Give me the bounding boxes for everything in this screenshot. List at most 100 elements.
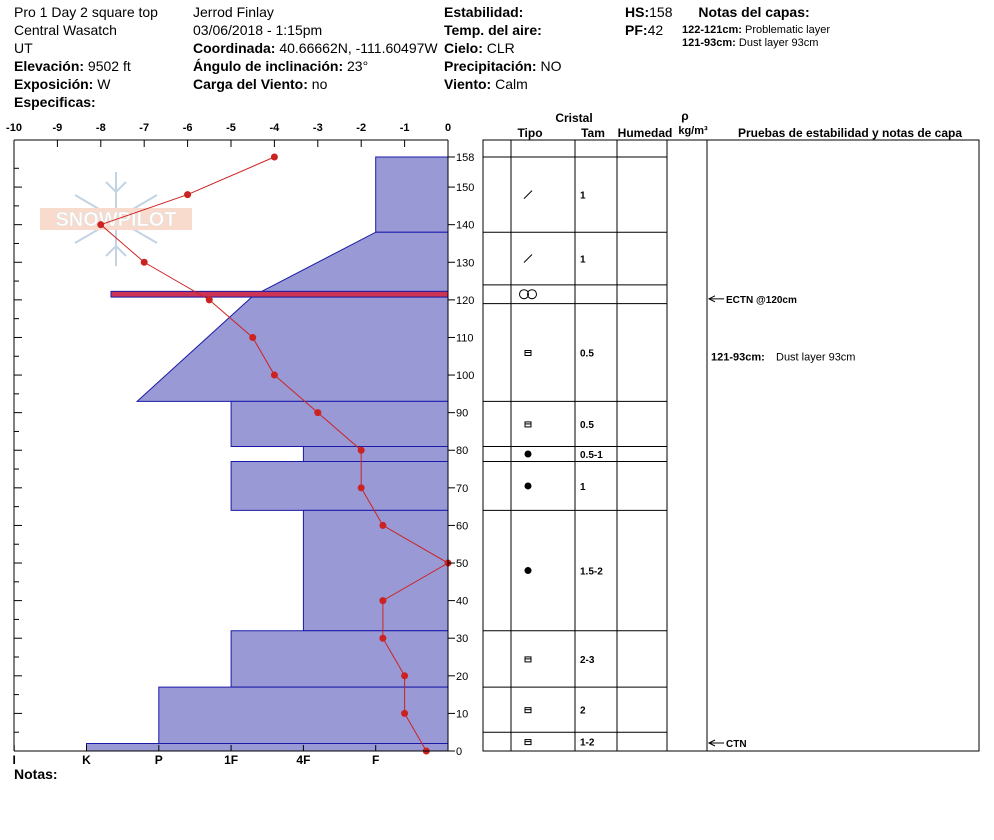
- notes-footer: Notas:: [14, 765, 58, 783]
- elevation-value: 9502 ft: [87, 58, 131, 74]
- melt-freeze-icon: [527, 289, 537, 300]
- height-tick-label: 110: [456, 332, 474, 344]
- hardness-tick-label: 4F: [296, 753, 310, 767]
- rho-header: ρ: [681, 109, 688, 123]
- moisture-header: Humedad: [618, 126, 673, 140]
- test-arrow-icon: [707, 739, 716, 747]
- hs-label: HS:: [625, 4, 650, 20]
- layer-table-frame: [482, 139, 980, 752]
- size-header: Tam: [581, 126, 605, 140]
- layer-notes-list: 122-121cm: Problematic layer 121-93cm: D…: [682, 24, 830, 50]
- density-units-header: kg/m³: [678, 125, 708, 137]
- slope-label: Ángulo de inclinación:: [193, 58, 344, 74]
- temperature-point: [97, 221, 105, 229]
- temperature-point: [357, 484, 365, 492]
- grain-size-label: 0.5: [580, 420, 594, 431]
- height-tick-label: 130: [456, 257, 474, 269]
- temperature-tick-label: -6: [183, 122, 193, 134]
- wind-value: Calm: [495, 76, 528, 92]
- rounded-grain-icon: [524, 567, 532, 575]
- grain-size-label: 2-3: [580, 655, 595, 666]
- height-tick-label: 0: [456, 746, 462, 758]
- crystal-header: Cristal: [555, 111, 592, 125]
- slope-value: 23°: [347, 58, 369, 74]
- temperature-point: [140, 258, 148, 266]
- stability-label: Estabilidad:: [444, 4, 524, 20]
- type-header: Tipo: [517, 126, 542, 140]
- problem-layer-band: [110, 290, 449, 298]
- note-text: Problematic layer: [745, 24, 830, 36]
- header-col3: Estabilidad: Temp. del aire: Cielo: CLR …: [444, 3, 561, 93]
- hardness-tick-label: F: [372, 753, 379, 767]
- grain-size-label: 1.5-2: [580, 567, 603, 578]
- height-tick-label: 158: [456, 152, 474, 164]
- coord-label: Coordinada:: [193, 40, 276, 56]
- melt-freeze-icon: [519, 289, 529, 300]
- hardness-tick-label: P: [155, 753, 163, 767]
- note-range: 122-121cm:: [682, 24, 742, 36]
- temperature-tick-label: -3: [313, 122, 323, 134]
- height-tick-label: 20: [456, 671, 468, 683]
- state: UT: [14, 40, 33, 56]
- temperature-point: [357, 446, 365, 454]
- temperature-point: [379, 521, 387, 529]
- region: Central Wasatch: [14, 22, 117, 38]
- temperature-point: [249, 333, 257, 341]
- coord-value: 40.66662N, -111.60497W: [279, 40, 438, 56]
- grain-size-label: 1: [580, 255, 586, 266]
- height-tick-label: 120: [456, 295, 474, 307]
- test-arrow-icon: [707, 295, 716, 303]
- wind-label: Viento:: [444, 76, 492, 92]
- wind-load-value: no: [311, 76, 328, 92]
- wind-load-label: Carga del Viento:: [193, 76, 308, 92]
- temperature-point: [314, 409, 322, 417]
- height-tick-label: 90: [456, 408, 468, 420]
- hardness-tick-label: I: [13, 753, 16, 767]
- layer-notes-label: Notas del capas:: [698, 4, 810, 20]
- stability-test-label: ECTN @120cm: [726, 295, 797, 306]
- height-tick-label: 140: [456, 220, 474, 232]
- pf-value: 42: [647, 22, 664, 38]
- hardness-layer-bar: [86, 742, 449, 752]
- height-tick-label: 70: [456, 483, 468, 495]
- header-col2: Jerrod Finlay 03/06/2018 - 1:15pm Coordi…: [193, 3, 438, 93]
- sky-value: CLR: [486, 40, 515, 56]
- height-tick-label: 10: [456, 708, 468, 720]
- hardness-layer-bar: [375, 156, 449, 233]
- temperature-point: [401, 709, 409, 717]
- header-col4: HS:158 Notas del capas: PF:42: [625, 3, 810, 39]
- layer-note-text: Dust layer 93cm: [776, 351, 855, 363]
- sky-label: Cielo:: [444, 40, 483, 56]
- height-tick-label: 30: [456, 633, 468, 645]
- hardness-layer-bar: [230, 630, 449, 688]
- hs-value: 158: [649, 4, 673, 20]
- temperature-point: [270, 371, 278, 379]
- temperature-tick-label: -1: [400, 122, 410, 134]
- precip-label: Precipitación:: [444, 58, 537, 74]
- tests-header: Pruebas de estabilidad y notas de capa: [738, 126, 962, 140]
- aspect-value: W: [97, 76, 111, 92]
- temperature-tick-label: -5: [226, 122, 236, 134]
- height-tick-label: 50: [456, 558, 468, 570]
- temperature-tick-label: -10: [6, 122, 22, 134]
- hardness-layer-bar: [230, 461, 449, 511]
- hardness-layer-bar: [302, 509, 449, 632]
- height-tick-label: 100: [456, 370, 474, 382]
- watermark-text: SNOWPILOT: [55, 209, 176, 231]
- header-col1: Pro 1 Day 2 square top Central Wasatch U…: [14, 3, 158, 111]
- layer-note-range: 121-93cm:: [711, 351, 765, 363]
- elevation-label: Elevación:: [14, 58, 85, 74]
- temperature-tick-label: -4: [270, 122, 281, 134]
- grain-size-label: 0.5-1: [580, 450, 603, 461]
- temperature-tick-label: -9: [53, 122, 63, 134]
- hardness-tick-label: 1F: [224, 753, 238, 767]
- grain-size-label: 1-2: [580, 738, 595, 749]
- stability-test-label: CTN: [726, 739, 747, 750]
- decomposing-grain-icon: [523, 190, 533, 199]
- rounded-grain-icon: [524, 482, 532, 490]
- height-tick-label: 80: [456, 445, 468, 457]
- rounded-grain-icon: [524, 450, 532, 458]
- temperature-tick-label: -2: [356, 122, 366, 134]
- height-tick-label: 60: [456, 520, 468, 532]
